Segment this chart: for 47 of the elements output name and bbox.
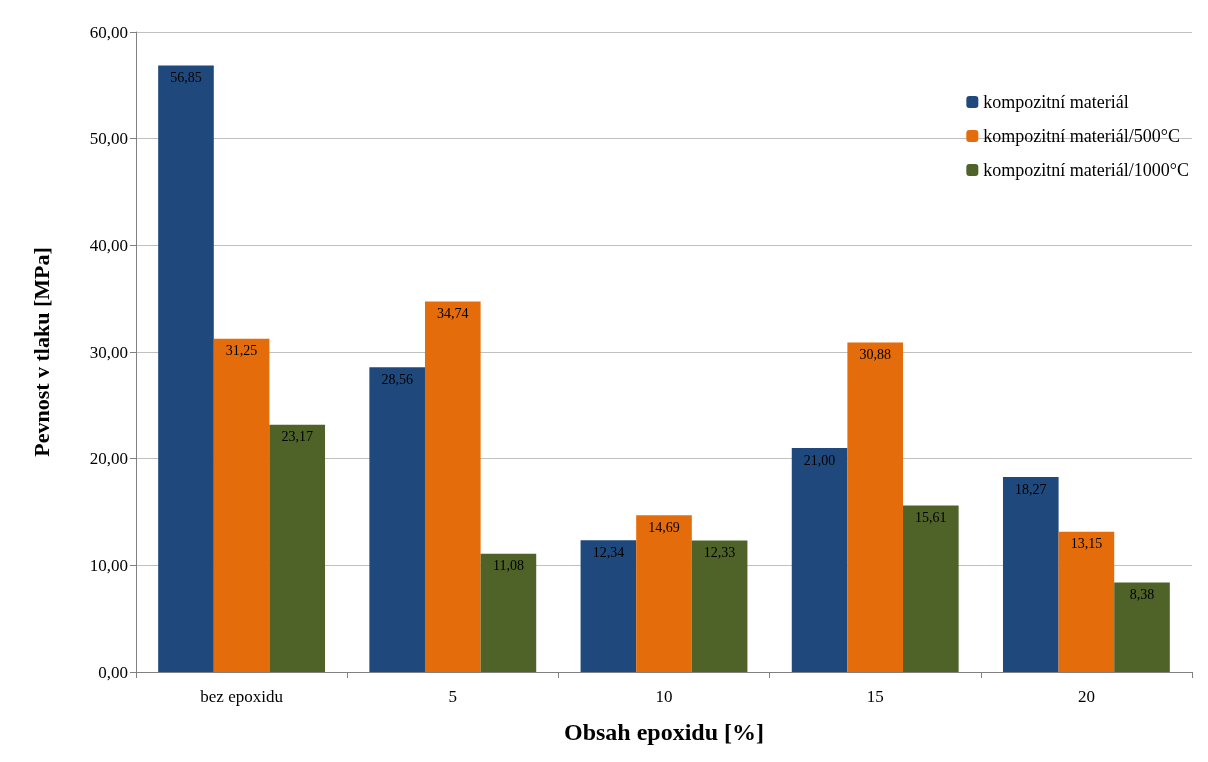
y-axis-title: Pevnost v tlaku [MPa] [28,247,54,457]
x-tick-label: 20 [1077,687,1095,706]
bar [691,540,748,672]
data-label: 34,74 [437,305,469,321]
bar [903,505,959,672]
y-tick-label: 0,00 [98,662,128,682]
data-label: 28,56 [381,371,413,387]
data-label: 12,33 [703,544,736,560]
x-tick-label: 10 [655,687,673,706]
x-tick-label: 15 [866,687,884,706]
data-label: 23,17 [281,429,313,445]
x-tick-label: bez epoxidu [200,687,284,706]
data-label: 30,88 [859,347,891,363]
bar [213,338,270,672]
data-label: 21,00 [803,452,836,468]
bar [1114,582,1170,672]
x-axis-title: Obsah epoxidu [%] [563,719,765,745]
y-tick-label: 60,00 [89,22,128,42]
bar [1058,531,1115,672]
data-label: 56,85 [170,70,202,86]
y-tick-label: 40,00 [89,235,128,255]
y-tick-label: 30,00 [89,342,128,362]
legend-label: kompozitní materiál/1000°C [983,160,1190,180]
y-tick-label: 50,00 [89,129,128,149]
data-label: 15,61 [915,509,947,525]
data-label: 31,25 [225,343,258,359]
data-label: 14,69 [648,519,680,535]
y-tick-label: 10,00 [89,555,128,575]
bar [480,553,537,672]
bar [269,424,326,672]
bar [847,342,904,672]
legend-label: kompozitní materiál/500°C [983,126,1181,146]
data-label: 11,08 [492,558,524,574]
bar [791,448,848,672]
bar [369,367,425,672]
bar [158,65,214,672]
data-label: 12,34 [592,544,625,560]
data-label: 18,27 [1015,481,1047,497]
bar [1002,477,1059,672]
data-label: 13,15 [1070,536,1103,552]
bar [636,515,692,672]
bar [424,301,481,672]
bar [580,540,637,672]
data-label: 8,38 [1129,587,1155,603]
legend-label: kompozitní materiál [983,92,1129,112]
x-tick-label: 5 [448,687,458,706]
y-tick-label: 20,00 [89,449,128,469]
